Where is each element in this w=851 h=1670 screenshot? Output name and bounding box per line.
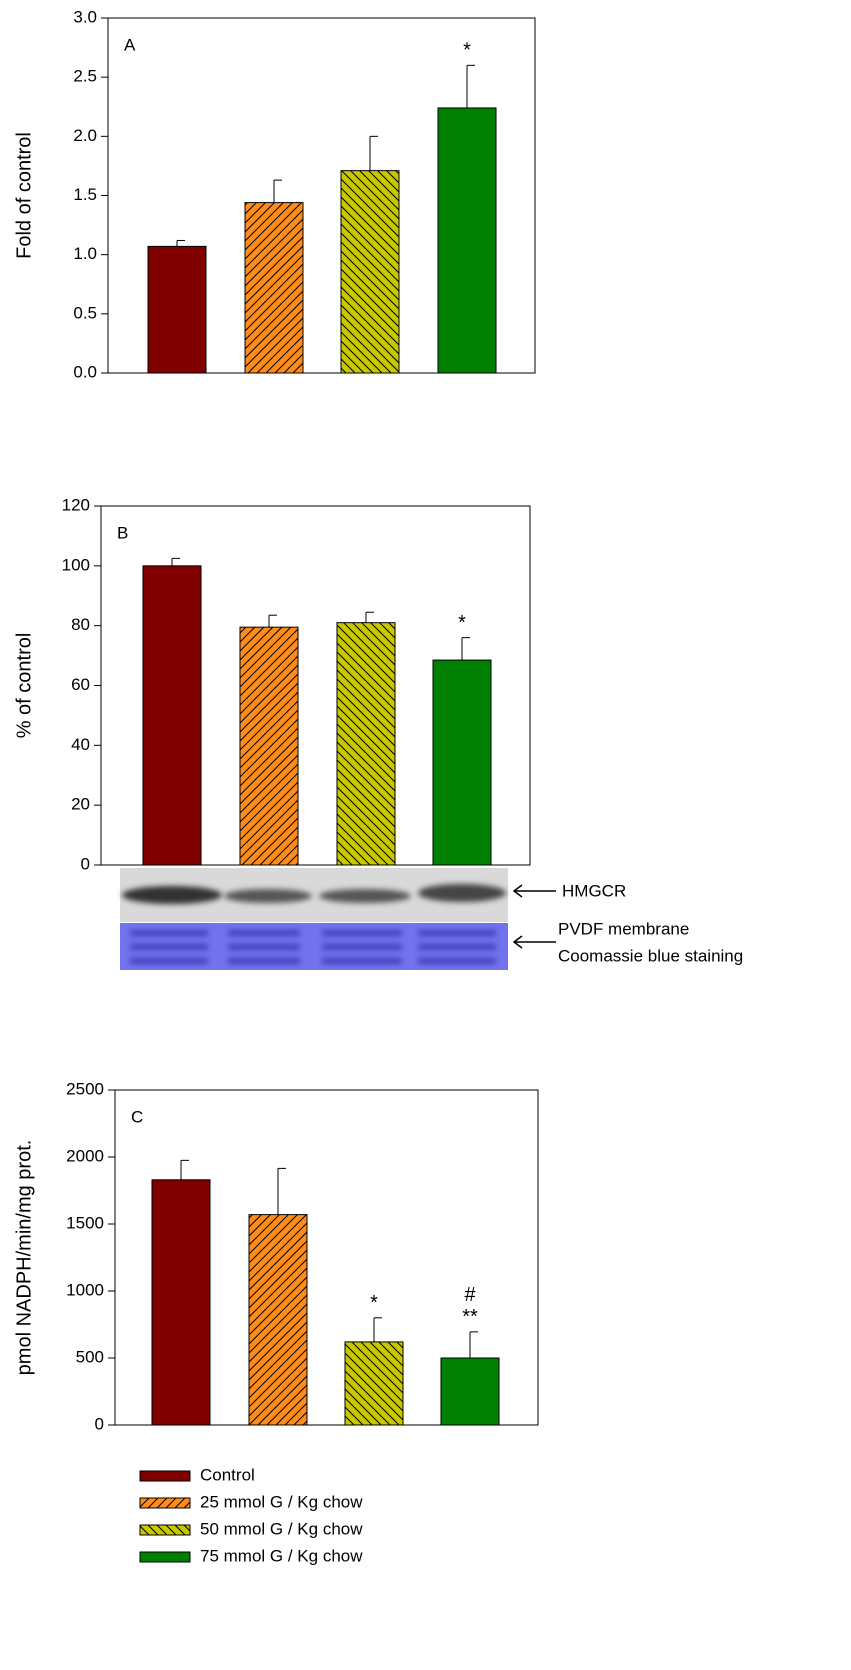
y-tick-label: 80 xyxy=(71,615,90,634)
bar xyxy=(151,1179,211,1426)
bar xyxy=(336,622,396,866)
significance-mark: * xyxy=(463,40,471,62)
blot-label: HMGCR xyxy=(562,881,626,900)
y-tick-label: 0 xyxy=(95,1414,104,1433)
bar xyxy=(432,659,492,866)
y-tick-label: 2000 xyxy=(66,1146,104,1165)
y-axis-label: Fold of control xyxy=(13,132,35,259)
y-tick-label: 100 xyxy=(62,555,90,574)
legend-label: 75 mmol G / Kg chow xyxy=(200,1546,363,1565)
panel-label: C xyxy=(131,1107,143,1126)
significance-mark: ** xyxy=(462,1306,478,1328)
bar xyxy=(244,202,304,374)
y-axis-label: pmol NADPH/min/mg prot. xyxy=(13,1140,35,1376)
y-tick-label: 1.0 xyxy=(73,244,97,263)
y-tick-label: 500 xyxy=(76,1347,104,1366)
bar xyxy=(142,565,202,866)
blot-label: Coomassie blue staining xyxy=(558,946,743,965)
legend-swatch xyxy=(139,1524,191,1536)
y-tick-label: 3.0 xyxy=(73,7,97,26)
y-tick-label: 2500 xyxy=(66,1079,104,1098)
y-tick-label: 1.5 xyxy=(73,185,97,204)
y-tick-label: 0.5 xyxy=(73,303,97,322)
legend-swatch xyxy=(139,1497,191,1509)
bar xyxy=(340,170,400,374)
legend-swatch xyxy=(139,1470,191,1482)
bar xyxy=(344,1341,404,1426)
y-tick-label: 2.0 xyxy=(73,126,97,145)
y-tick-label: 1500 xyxy=(66,1213,104,1232)
y-tick-label: 40 xyxy=(71,735,90,754)
blot-image xyxy=(120,868,508,970)
significance-mark: # xyxy=(464,1284,476,1306)
bar xyxy=(437,107,497,374)
y-tick-label: 0.0 xyxy=(73,362,97,381)
y-tick-label: 120 xyxy=(62,495,90,514)
panel-label: B xyxy=(117,523,128,542)
legend-swatch xyxy=(139,1551,191,1563)
blot-label: PVDF membrane xyxy=(558,919,689,938)
bar xyxy=(239,626,299,866)
legend-label: Control xyxy=(200,1465,255,1484)
bar xyxy=(248,1214,308,1426)
y-tick-label: 2.5 xyxy=(73,67,97,86)
bar xyxy=(147,245,207,374)
legend-label: 25 mmol G / Kg chow xyxy=(200,1492,363,1511)
significance-mark: * xyxy=(370,1292,378,1314)
y-tick-label: 0 xyxy=(81,854,90,873)
bar xyxy=(440,1357,500,1426)
plot-frame xyxy=(114,1089,539,1426)
y-tick-label: 1000 xyxy=(66,1280,104,1299)
y-tick-label: 20 xyxy=(71,795,90,814)
y-tick-label: 60 xyxy=(71,675,90,694)
y-axis-label: % of control xyxy=(13,633,35,739)
panel-label: A xyxy=(124,35,136,54)
significance-mark: * xyxy=(458,612,466,634)
blot-arrows xyxy=(512,884,556,949)
legend-label: 50 mmol G / Kg chow xyxy=(200,1519,363,1538)
